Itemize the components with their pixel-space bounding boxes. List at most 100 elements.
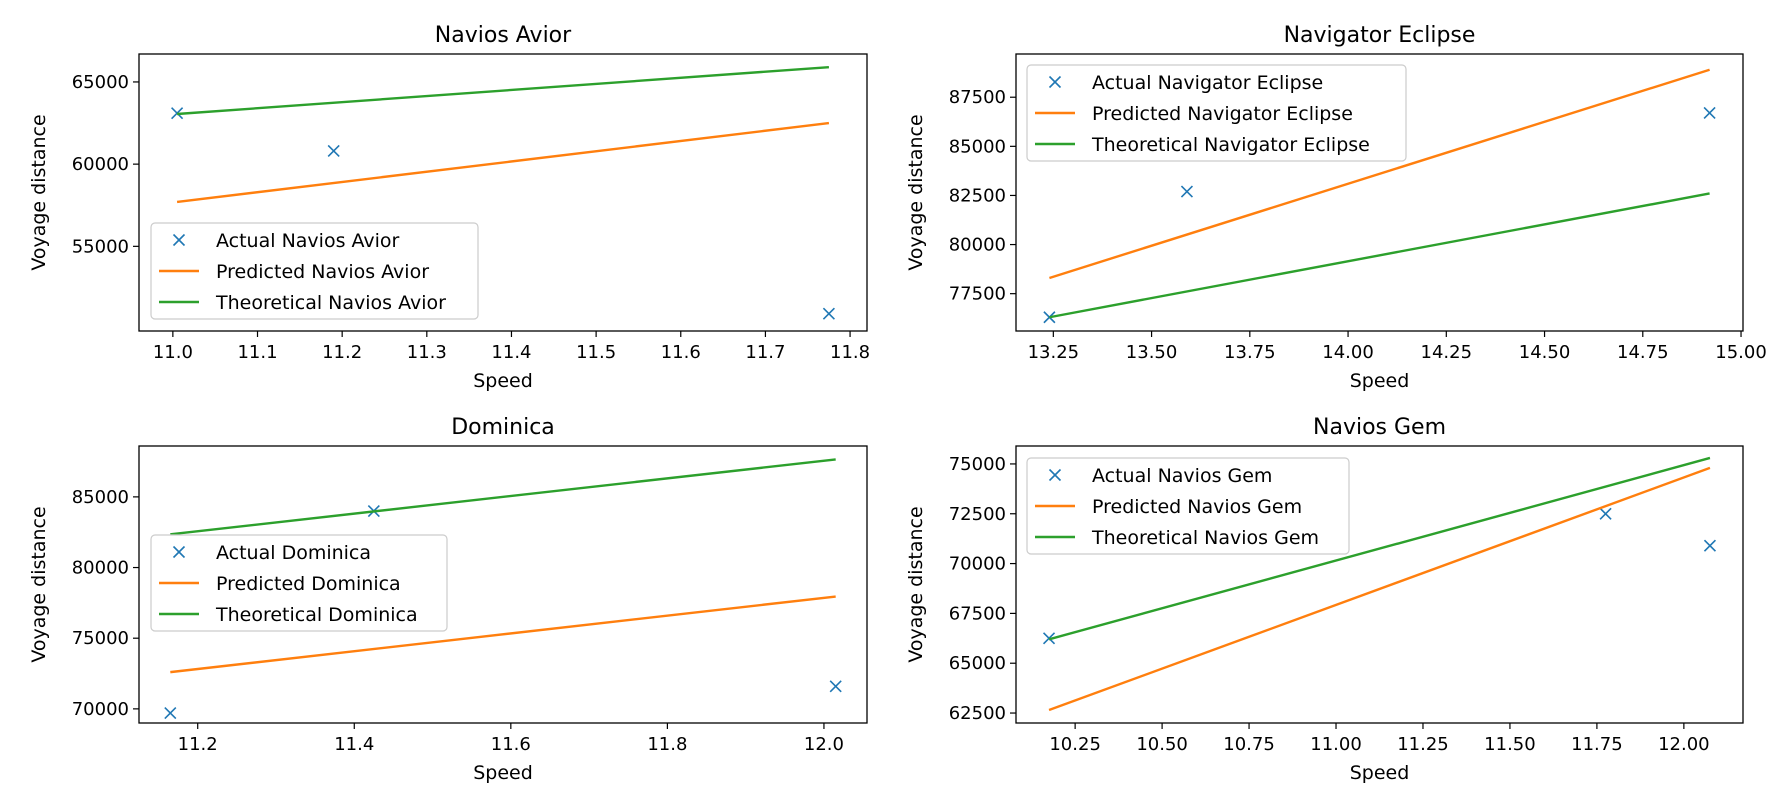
chart-title: Navios Avior — [435, 23, 572, 48]
y-tick-label: 67500 — [949, 603, 1006, 624]
axes-frame — [1015, 53, 1744, 332]
series-line — [1049, 68, 1710, 280]
series-line — [1048, 456, 1711, 641]
x-tick-label: 11.50 — [1484, 734, 1536, 755]
data-point — [1703, 106, 1716, 120]
y-axis-label: Voyage distance — [905, 506, 927, 662]
x-tick-label: 11.00 — [1310, 734, 1362, 755]
y-axis-label: Voyage distance — [28, 506, 50, 662]
x-tick-label: 12.00 — [1658, 734, 1710, 755]
data-point — [1703, 539, 1717, 552]
x-tick-label: 11.2 — [178, 734, 218, 755]
data-point — [822, 307, 835, 320]
x-tick-label: 10.50 — [1136, 734, 1188, 755]
legend-frame — [150, 534, 448, 632]
series-line — [1049, 192, 1710, 319]
legend-swatch — [172, 233, 186, 247]
x-tick-label: 11.2 — [322, 342, 362, 363]
x-tick-label: 11.25 — [1397, 734, 1449, 755]
legend-label: Actual Navios Gem — [1092, 465, 1272, 487]
x-tick-label: 14.50 — [1519, 342, 1571, 363]
y-tick-label: 87500 — [949, 87, 1006, 108]
y-tick-label: 82500 — [949, 185, 1006, 206]
x-tick-label: 11.75 — [1571, 734, 1623, 755]
x-tick-label: 13.25 — [1028, 342, 1080, 363]
axes-frame — [138, 53, 868, 332]
plot-area — [171, 65, 835, 320]
x-tick-label: 14.00 — [1322, 342, 1374, 363]
legend-swatch — [1048, 75, 1062, 89]
x-tick-label: 11.5 — [576, 342, 616, 363]
legend-label: Predicted Navios Gem — [1092, 496, 1302, 518]
legend-label: Predicted Navigator Eclipse — [1092, 103, 1353, 125]
subplot-1: Navios Avior 11.0 11.1 11.2 11.3 11.4 11.5 11.6… — [28, 23, 870, 392]
legend: Actual Navigator Eclipse Predicted Naviga… — [1026, 64, 1407, 162]
legend-item: Theoretical Navios Avior — [159, 292, 446, 314]
legend-item: Actual Navigator Eclipse — [1048, 72, 1323, 94]
x-axis-label: Speed — [1350, 762, 1410, 784]
series-line — [170, 595, 836, 674]
axes-frame — [1015, 445, 1744, 724]
x-tick-label: 15.00 — [1715, 342, 1767, 363]
x-tick-label: 11.1 — [237, 342, 277, 363]
y-tick-label: 85000 — [949, 136, 1006, 157]
legend-label: Actual Navios Avior — [216, 230, 400, 252]
legend-label: Theoretical Navios Avior — [215, 292, 446, 314]
x-tick-label: 13.75 — [1224, 342, 1276, 363]
y-tick-label: 65000 — [72, 72, 129, 93]
x-tick-label: 11.8 — [830, 342, 870, 363]
x-tick-label: 11.6 — [661, 342, 701, 363]
subplot-3: Dominica 11.2 11.4 11.6 11.8 12.0 70000 75000 80… — [28, 415, 868, 784]
series-line — [176, 121, 830, 204]
x-tick-label: 12.0 — [804, 734, 844, 755]
y-tick-label: 65000 — [949, 653, 1006, 674]
x-tick-label: 13.50 — [1126, 342, 1178, 363]
legend-item: Theoretical Navigator Eclipse — [1035, 134, 1370, 156]
chart-title: Navigator Eclipse — [1284, 23, 1476, 48]
y-tick-label: 75000 — [72, 628, 129, 649]
legend-frame — [1026, 64, 1407, 162]
y-axis-label: Voyage distance — [905, 114, 927, 270]
data-point — [164, 707, 177, 720]
legend-item: Predicted Navios Avior — [159, 261, 429, 283]
legend-item: Predicted Navios Gem — [1035, 496, 1302, 518]
axes-frame — [138, 445, 868, 724]
x-tick-label: 11.8 — [647, 734, 687, 755]
legend-label: Actual Dominica — [216, 542, 371, 564]
y-tick-label: 80000 — [949, 235, 1006, 256]
series-line — [1048, 466, 1711, 712]
legend: Actual Navios Avior Predicted Navios Avio… — [150, 222, 479, 320]
legend-item: Actual Navios Gem — [1048, 465, 1272, 487]
legend-item: Predicted Navigator Eclipse — [1035, 103, 1353, 125]
x-tick-label: 10.25 — [1049, 734, 1101, 755]
x-tick-label: 11.0 — [153, 342, 193, 363]
x-tick-label: 14.25 — [1421, 342, 1473, 363]
y-tick-label: 60000 — [72, 154, 129, 175]
x-tick-label: 14.75 — [1617, 342, 1669, 363]
legend-item: Actual Dominica — [172, 542, 371, 564]
legend-label: Theoretical Navios Gem — [1091, 527, 1319, 549]
plot-area — [164, 458, 842, 720]
data-point — [829, 680, 842, 693]
y-tick-label: 70000 — [949, 554, 1006, 575]
subplot-2: Navigator Eclipse 13.25 13.50 13.75 14.00 14.… — [905, 23, 1767, 392]
legend-label: Predicted Navios Avior — [216, 261, 429, 283]
series-line — [170, 458, 836, 536]
y-tick-label: 72500 — [949, 504, 1006, 525]
y-tick-label: 62500 — [949, 703, 1006, 724]
legend-label: Theoretical Navigator Eclipse — [1091, 134, 1370, 156]
legend: Actual Navios Gem Predicted Navios Gem The… — [1026, 457, 1350, 555]
legend-label: Predicted Dominica — [216, 573, 401, 595]
chart-title: Dominica — [451, 415, 555, 440]
legend-item: Predicted Dominica — [159, 573, 401, 595]
legend-frame — [1026, 457, 1350, 555]
series-line — [177, 65, 829, 116]
data-point — [1599, 507, 1612, 520]
x-tick-label: 11.4 — [491, 342, 531, 363]
legend-frame — [150, 222, 479, 320]
y-tick-label: 70000 — [72, 699, 129, 720]
data-point — [327, 144, 340, 158]
y-tick-label: 55000 — [72, 236, 129, 257]
x-tick-label: 10.75 — [1223, 734, 1275, 755]
